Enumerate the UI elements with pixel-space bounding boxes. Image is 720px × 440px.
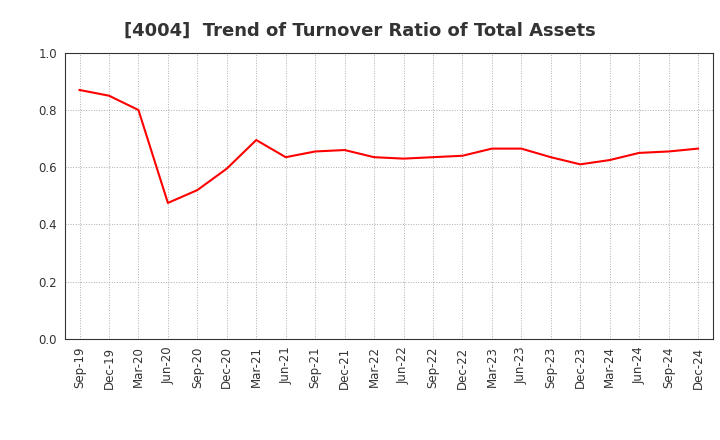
Text: [4004]  Trend of Turnover Ratio of Total Assets: [4004] Trend of Turnover Ratio of Total …	[124, 22, 596, 40]
